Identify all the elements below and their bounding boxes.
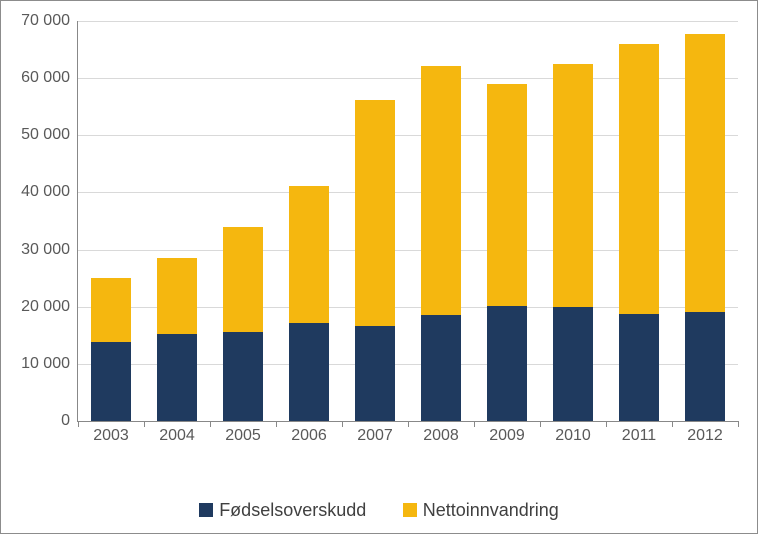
xtick-label: 2011 xyxy=(622,427,656,445)
bar-segment xyxy=(487,306,527,421)
plot-inner: 010 00020 00030 00040 00050 00060 00070 … xyxy=(77,21,738,422)
xtick-label: 2003 xyxy=(93,427,129,445)
xtick-label: 2009 xyxy=(489,427,525,445)
ytick-label: 10 000 xyxy=(21,355,70,373)
bar-column xyxy=(91,21,131,421)
legend-label-0: Fødselsoverskudd xyxy=(219,500,366,520)
bar-segment xyxy=(553,64,593,307)
bar-column xyxy=(289,21,329,421)
bar-segment xyxy=(685,34,725,312)
legend-label-1: Nettoinnvandring xyxy=(423,500,559,520)
bar-segment xyxy=(487,84,527,305)
bar-segment xyxy=(619,314,659,421)
chart-container: 0 10 000 20 000 30 000 40 000 50 000 60 000 70 … xyxy=(0,0,758,534)
xtick-label: 2004 xyxy=(159,427,195,445)
bar-segment xyxy=(91,278,131,342)
legend-item-1: Nettoinnvandring xyxy=(403,500,559,521)
ytick-label: 0 xyxy=(61,412,70,430)
bar-column xyxy=(685,21,725,421)
xtick-mark xyxy=(738,421,739,427)
bar-column xyxy=(157,21,197,421)
bar-segment xyxy=(289,186,329,323)
bar-segment xyxy=(223,332,263,421)
bar-segment xyxy=(289,323,329,421)
legend: Fødselsoverskudd Nettoinnvandring xyxy=(1,500,757,521)
xtick-label: 2005 xyxy=(225,427,261,445)
legend-swatch-1 xyxy=(403,503,417,517)
bar-segment xyxy=(619,44,659,314)
bar-segment xyxy=(685,312,725,421)
bar-segment xyxy=(421,66,461,315)
xtick-mark xyxy=(672,421,673,427)
bar-segment xyxy=(553,307,593,421)
bar-segment xyxy=(223,227,263,332)
ytick-label: 30 000 xyxy=(21,241,70,259)
xtick-mark xyxy=(474,421,475,427)
bar-column xyxy=(421,21,461,421)
xtick-label: 2008 xyxy=(423,427,459,445)
bar-column xyxy=(553,21,593,421)
bar-column xyxy=(487,21,527,421)
ytick-label: 70 000 xyxy=(21,12,70,30)
xtick-label: 2007 xyxy=(357,427,393,445)
legend-item-0: Fødselsoverskudd xyxy=(199,500,366,521)
xtick-mark xyxy=(78,421,79,427)
bar-segment xyxy=(355,326,395,421)
ytick-label: 60 000 xyxy=(21,69,70,87)
ytick-label: 20 000 xyxy=(21,298,70,316)
bar-segment xyxy=(355,100,395,325)
bar-segment xyxy=(157,258,197,334)
ytick-label: 40 000 xyxy=(21,183,70,201)
bar-segment xyxy=(157,334,197,421)
ytick-label: 50 000 xyxy=(21,126,70,144)
xtick-label: 2012 xyxy=(687,427,723,445)
xtick-mark xyxy=(408,421,409,427)
xtick-mark xyxy=(276,421,277,427)
xtick-mark xyxy=(540,421,541,427)
bar-column xyxy=(355,21,395,421)
bar-column xyxy=(223,21,263,421)
xtick-mark xyxy=(606,421,607,427)
bar-segment xyxy=(91,342,131,421)
xtick-label: 2006 xyxy=(291,427,327,445)
bar-segment xyxy=(421,315,461,421)
legend-swatch-0 xyxy=(199,503,213,517)
plot-area: 010 00020 00030 00040 00050 00060 00070 … xyxy=(77,21,737,421)
xtick-label: 2010 xyxy=(555,427,591,445)
xtick-mark xyxy=(210,421,211,427)
xtick-mark xyxy=(342,421,343,427)
xtick-mark xyxy=(144,421,145,427)
bar-column xyxy=(619,21,659,421)
